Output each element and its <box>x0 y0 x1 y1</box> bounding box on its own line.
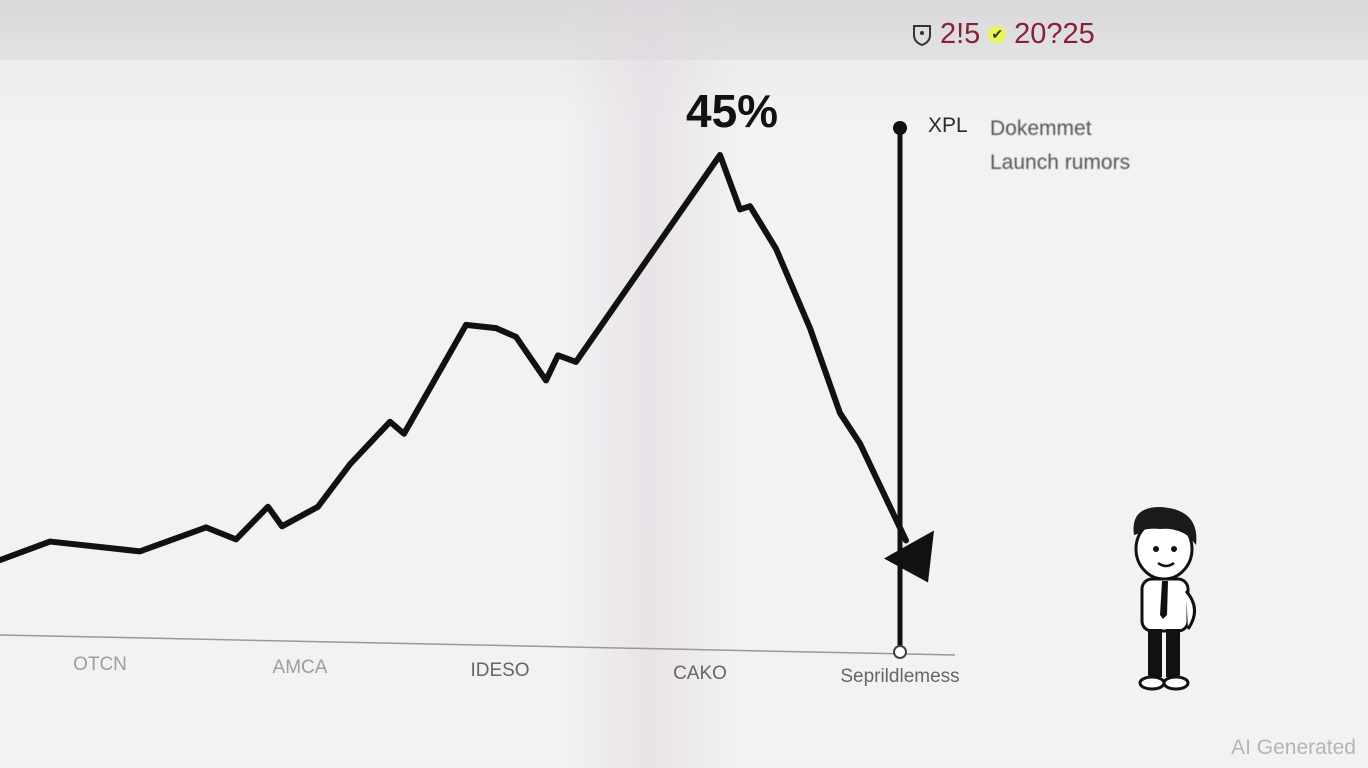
event-marker-base <box>893 645 907 659</box>
annotation-line1: Dokemmet <box>990 117 1092 140</box>
down-arrow-head <box>884 530 934 583</box>
x-tick-label: AMCA <box>273 657 328 678</box>
annotation-text: Dokemmet Launch rumors <box>990 112 1130 180</box>
date-header: 2!5 ✔ 20?25 <box>912 18 1095 51</box>
shield-pin-icon <box>913 24 931 46</box>
date-left: 2!5 <box>940 18 981 50</box>
annotation-line2: Launch rumors <box>990 151 1131 174</box>
date-right: 20?25 <box>1014 18 1095 50</box>
x-tick-label: Seprildlemess <box>840 666 959 687</box>
person-illustration <box>1133 507 1197 691</box>
x-axis <box>0 634 956 656</box>
check-icon: ✔ <box>988 26 1007 43</box>
event-marker-dot <box>893 121 907 135</box>
screen-glare <box>560 0 740 768</box>
price-line <box>0 152 909 564</box>
watermark: AI Generated <box>1231 736 1356 759</box>
x-tick-label: IDESO <box>470 660 529 681</box>
annotation-ticker: XPL <box>928 114 968 137</box>
x-tick-label: CAKO <box>673 663 727 684</box>
peak-label: 45% <box>686 85 779 137</box>
x-tick-label: OTCN <box>73 654 127 675</box>
